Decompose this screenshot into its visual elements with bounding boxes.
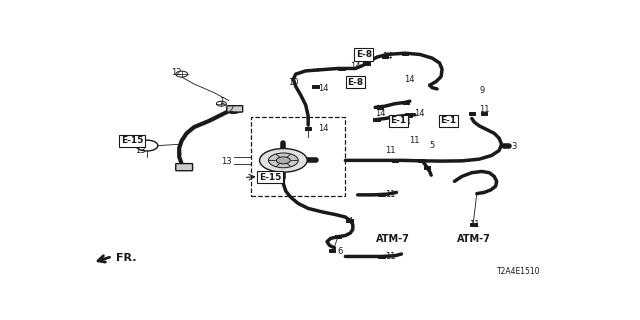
Text: 13: 13 bbox=[221, 157, 232, 166]
FancyBboxPatch shape bbox=[227, 106, 243, 112]
Text: 4: 4 bbox=[348, 218, 353, 227]
Text: FR.: FR. bbox=[116, 253, 136, 263]
Text: 10: 10 bbox=[288, 78, 298, 87]
Bar bbox=[346, 219, 353, 222]
Bar bbox=[378, 255, 385, 258]
Bar bbox=[403, 100, 409, 104]
Bar bbox=[312, 85, 319, 88]
Text: 7: 7 bbox=[177, 153, 182, 163]
Text: E-15: E-15 bbox=[259, 172, 281, 182]
Circle shape bbox=[269, 153, 298, 168]
Bar bbox=[402, 52, 408, 55]
Text: 12: 12 bbox=[172, 68, 182, 77]
Bar bbox=[335, 235, 341, 238]
Bar bbox=[502, 144, 509, 147]
Text: 14: 14 bbox=[375, 109, 385, 118]
Bar bbox=[468, 112, 475, 115]
Bar bbox=[373, 118, 380, 121]
Text: E-8: E-8 bbox=[356, 50, 372, 59]
Text: 3: 3 bbox=[511, 142, 516, 151]
Text: 14: 14 bbox=[404, 75, 415, 84]
Circle shape bbox=[176, 71, 188, 77]
Text: E-15: E-15 bbox=[121, 136, 143, 145]
Text: 11: 11 bbox=[385, 252, 396, 261]
Text: 11: 11 bbox=[469, 220, 479, 229]
Text: 13: 13 bbox=[135, 146, 146, 155]
Bar bbox=[305, 127, 312, 130]
Text: ATM-7: ATM-7 bbox=[376, 234, 410, 244]
Bar bbox=[377, 105, 383, 108]
Bar bbox=[378, 193, 385, 196]
Text: 5: 5 bbox=[429, 141, 435, 150]
Bar bbox=[405, 113, 412, 116]
Bar bbox=[424, 166, 431, 169]
Text: 11: 11 bbox=[385, 190, 396, 199]
Circle shape bbox=[216, 101, 227, 106]
Bar bbox=[382, 54, 388, 58]
Circle shape bbox=[276, 157, 291, 164]
Text: T2A4E1510: T2A4E1510 bbox=[497, 267, 541, 276]
Text: 1: 1 bbox=[219, 97, 224, 106]
Text: 11: 11 bbox=[385, 146, 396, 155]
Bar bbox=[392, 159, 398, 162]
Text: E-1: E-1 bbox=[440, 116, 456, 125]
Bar bbox=[481, 112, 488, 115]
Text: 6: 6 bbox=[338, 247, 343, 256]
Text: E-1: E-1 bbox=[390, 116, 406, 125]
Text: 14: 14 bbox=[318, 124, 328, 133]
Text: 11: 11 bbox=[479, 105, 490, 114]
Text: 9: 9 bbox=[479, 86, 484, 95]
Text: 14: 14 bbox=[382, 52, 393, 61]
Circle shape bbox=[260, 148, 307, 172]
Bar bbox=[329, 249, 335, 252]
Bar bbox=[251, 117, 346, 196]
Text: 14: 14 bbox=[350, 62, 360, 71]
Bar bbox=[338, 67, 344, 70]
Text: 14: 14 bbox=[318, 84, 328, 93]
Bar bbox=[364, 61, 370, 65]
Text: 11: 11 bbox=[410, 136, 420, 145]
FancyBboxPatch shape bbox=[176, 164, 193, 171]
Text: E-8: E-8 bbox=[348, 77, 364, 86]
Text: 8: 8 bbox=[404, 118, 410, 127]
Bar bbox=[418, 159, 424, 163]
Bar bbox=[470, 223, 477, 226]
Text: ATM-7: ATM-7 bbox=[458, 234, 492, 244]
Text: 14: 14 bbox=[415, 109, 425, 118]
Text: 2: 2 bbox=[228, 105, 234, 114]
